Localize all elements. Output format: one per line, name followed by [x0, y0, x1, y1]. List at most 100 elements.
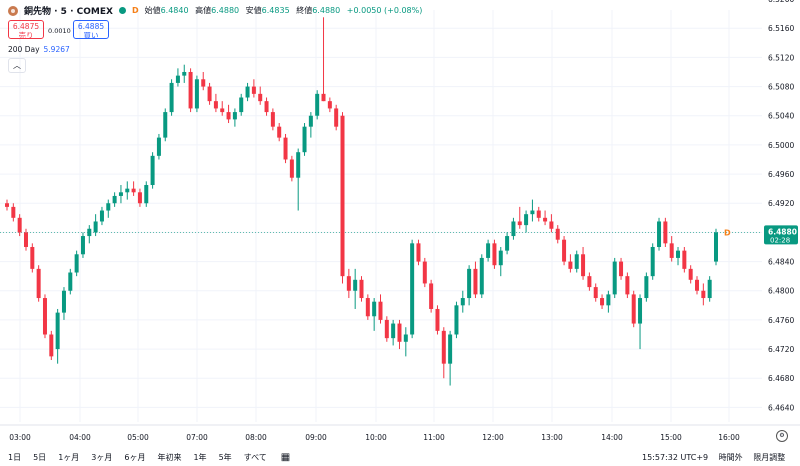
candle[interactable] — [416, 239, 421, 266]
candle[interactable] — [264, 97, 269, 116]
candle[interactable] — [600, 294, 605, 309]
candle[interactable] — [283, 133, 288, 164]
candle[interactable] — [315, 90, 320, 120]
candle[interactable] — [695, 276, 700, 295]
candle[interactable] — [435, 305, 440, 335]
candle[interactable] — [131, 181, 136, 196]
candle[interactable] — [201, 71, 206, 91]
candle[interactable] — [460, 290, 465, 313]
candle[interactable] — [308, 112, 313, 138]
candle[interactable] — [87, 225, 92, 244]
candle[interactable] — [587, 272, 592, 291]
candle[interactable] — [340, 112, 345, 284]
candle[interactable] — [118, 185, 123, 204]
candle[interactable] — [207, 82, 212, 105]
chevron-up-icon[interactable]: ︿ — [8, 58, 26, 73]
candle[interactable] — [555, 225, 560, 244]
candle[interactable] — [619, 257, 624, 280]
candle[interactable] — [663, 217, 668, 247]
candle[interactable] — [359, 276, 364, 302]
candle[interactable] — [346, 268, 351, 299]
candle[interactable] — [251, 79, 256, 98]
candle[interactable] — [334, 104, 339, 131]
range-button[interactable]: 5日 — [33, 452, 47, 462]
candle[interactable] — [612, 257, 617, 299]
session-label[interactable]: 時間外 — [718, 453, 743, 462]
candle[interactable] — [543, 210, 548, 226]
candle[interactable] — [93, 214, 98, 237]
candle[interactable] — [568, 254, 573, 273]
candle[interactable] — [403, 327, 408, 357]
candle[interactable] — [492, 239, 497, 269]
candle[interactable] — [353, 268, 358, 309]
candle[interactable] — [473, 261, 478, 299]
candle[interactable] — [410, 239, 415, 339]
range-button[interactable]: 1ヶ月 — [58, 452, 80, 462]
candle[interactable] — [194, 75, 199, 113]
candle[interactable] — [30, 243, 35, 273]
candle[interactable] — [524, 210, 529, 233]
candle[interactable] — [5, 199, 9, 211]
candle[interactable] — [365, 294, 370, 320]
candle[interactable] — [55, 308, 60, 364]
candle[interactable] — [68, 268, 73, 295]
candle[interactable] — [239, 93, 244, 116]
candle[interactable] — [631, 290, 636, 328]
candle[interactable] — [49, 330, 54, 361]
candle[interactable] — [606, 290, 611, 313]
candle[interactable] — [536, 206, 541, 222]
calendar-icon[interactable]: ▦ — [280, 451, 291, 463]
candle[interactable] — [676, 246, 681, 266]
range-button[interactable]: 1年 — [193, 452, 207, 462]
candle[interactable] — [644, 272, 649, 302]
candle[interactable] — [188, 68, 193, 113]
candle[interactable] — [156, 133, 161, 160]
candle[interactable] — [169, 79, 174, 116]
candle[interactable] — [581, 246, 586, 280]
candle[interactable] — [258, 86, 263, 105]
candle[interactable] — [429, 279, 434, 313]
range-button[interactable]: 5年 — [218, 452, 232, 462]
candle[interactable] — [467, 265, 472, 306]
candle[interactable] — [422, 257, 427, 288]
candle[interactable] — [530, 199, 535, 222]
candle[interactable] — [372, 298, 377, 331]
candle[interactable] — [625, 272, 630, 299]
candle[interactable] — [150, 152, 155, 189]
candle[interactable] — [42, 294, 47, 339]
candle[interactable] — [36, 265, 41, 302]
candle[interactable] — [486, 239, 491, 262]
candle[interactable] — [327, 97, 332, 113]
candle[interactable] — [321, 17, 326, 102]
candle[interactable] — [106, 199, 111, 218]
candle[interactable] — [638, 294, 643, 350]
ma-legend[interactable]: 200 Day 5.9267 — [8, 45, 70, 54]
candle[interactable] — [213, 93, 218, 113]
candle[interactable] — [448, 330, 453, 386]
candle[interactable] — [682, 246, 687, 273]
candle[interactable] — [574, 250, 579, 273]
candle[interactable] — [220, 101, 225, 116]
candle[interactable] — [302, 123, 307, 156]
candle[interactable] — [714, 228, 718, 266]
candle[interactable] — [61, 287, 66, 320]
candle[interactable] — [657, 217, 662, 251]
candle[interactable] — [175, 68, 180, 87]
candle[interactable] — [245, 82, 250, 102]
symbol-title[interactable]: 銅先物 · 5 · COMEX — [24, 7, 113, 17]
candle[interactable] — [669, 236, 674, 262]
candle[interactable] — [270, 108, 275, 131]
candle[interactable] — [454, 301, 459, 339]
candle[interactable] — [384, 316, 389, 342]
candle[interactable] — [163, 108, 168, 142]
candle[interactable] — [99, 206, 104, 226]
range-button[interactable]: 6ヶ月 — [124, 452, 146, 462]
candle[interactable] — [593, 283, 598, 302]
candle[interactable] — [144, 181, 149, 207]
candle[interactable] — [289, 155, 294, 182]
candle[interactable] — [232, 108, 237, 127]
candle[interactable] — [296, 148, 301, 211]
range-button[interactable]: 3ヶ月 — [91, 452, 113, 462]
range-button[interactable]: すべて — [243, 452, 267, 462]
candle[interactable] — [511, 217, 516, 240]
